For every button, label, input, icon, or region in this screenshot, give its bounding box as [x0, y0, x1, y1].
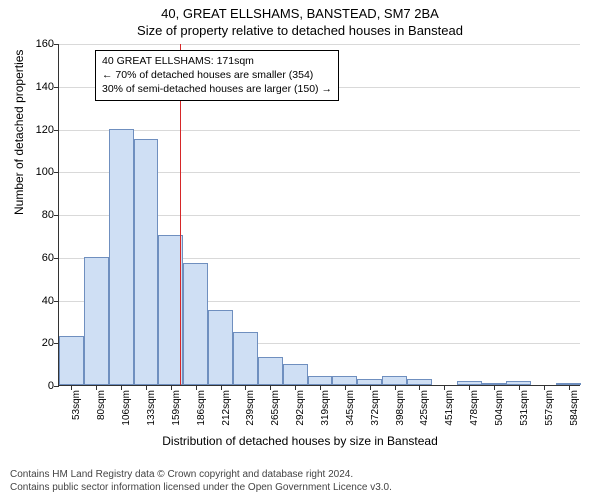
xtick-label: 239sqm — [245, 390, 256, 426]
xtick-label: 53sqm — [71, 390, 82, 420]
annotation-line1: 40 GREAT ELLSHAMS: 171sqm — [102, 54, 332, 68]
histogram-bar — [208, 310, 233, 385]
xtick-label: 159sqm — [171, 390, 182, 426]
page-title: 40, GREAT ELLSHAMS, BANSTEAD, SM7 2BA — [0, 0, 600, 21]
x-axis-label: Distribution of detached houses by size … — [0, 434, 600, 448]
gridline — [59, 44, 580, 45]
annotation-line3: 30% of semi-detached houses are larger (… — [102, 82, 332, 96]
histogram-bar — [382, 376, 407, 385]
xtick-label: 345sqm — [345, 390, 356, 426]
xtick-label: 478sqm — [469, 390, 480, 426]
ytick-label: 20 — [42, 337, 59, 349]
ytick-label: 40 — [42, 295, 59, 307]
ytick-label: 60 — [42, 252, 59, 264]
footer-line1: Contains HM Land Registry data © Crown c… — [10, 469, 392, 482]
histogram-bar — [233, 332, 258, 385]
page-subtitle: Size of property relative to detached ho… — [0, 21, 600, 38]
ytick-label: 0 — [48, 380, 59, 392]
xtick-label: 584sqm — [569, 390, 580, 426]
ytick-label: 120 — [36, 124, 59, 136]
histogram-bar — [134, 139, 159, 385]
ytick-label: 100 — [36, 166, 59, 178]
xtick-label: 425sqm — [419, 390, 430, 426]
histogram-bar — [308, 376, 333, 385]
annotation-box: 40 GREAT ELLSHAMS: 171sqm← 70% of detach… — [95, 50, 339, 101]
histogram-bar — [109, 129, 134, 386]
histogram-bar — [283, 364, 308, 385]
xtick-label: 531sqm — [519, 390, 530, 426]
xtick-label: 133sqm — [146, 390, 157, 426]
xtick-label: 398sqm — [395, 390, 406, 426]
ytick-label: 140 — [36, 81, 59, 93]
xtick-label: 372sqm — [370, 390, 381, 426]
chart-area: 02040608010012014016053sqm80sqm106sqm133… — [58, 44, 580, 386]
ytick-label: 80 — [42, 209, 59, 221]
ytick-label: 160 — [36, 38, 59, 50]
xtick-label: 186sqm — [196, 390, 207, 426]
xtick-label: 292sqm — [295, 390, 306, 426]
histogram-bar — [258, 357, 283, 385]
xtick-label: 557sqm — [544, 390, 555, 426]
histogram-bar — [84, 257, 109, 385]
xtick-label: 451sqm — [444, 390, 455, 426]
xtick-label: 80sqm — [96, 390, 107, 420]
xtick-label: 265sqm — [270, 390, 281, 426]
xtick-label: 504sqm — [494, 390, 505, 426]
histogram-bar — [332, 376, 357, 385]
gridline — [59, 130, 580, 131]
histogram-bar — [183, 263, 208, 385]
xtick-label: 319sqm — [320, 390, 331, 426]
histogram-bar — [59, 336, 84, 385]
footer-attribution: Contains HM Land Registry data © Crown c… — [10, 469, 392, 494]
footer-line2: Contains public sector information licen… — [10, 482, 392, 495]
xtick-label: 212sqm — [221, 390, 232, 426]
annotation-line2: ← 70% of detached houses are smaller (35… — [102, 68, 332, 82]
y-axis-label: Number of detached properties — [12, 50, 26, 215]
xtick-label: 106sqm — [121, 390, 132, 426]
